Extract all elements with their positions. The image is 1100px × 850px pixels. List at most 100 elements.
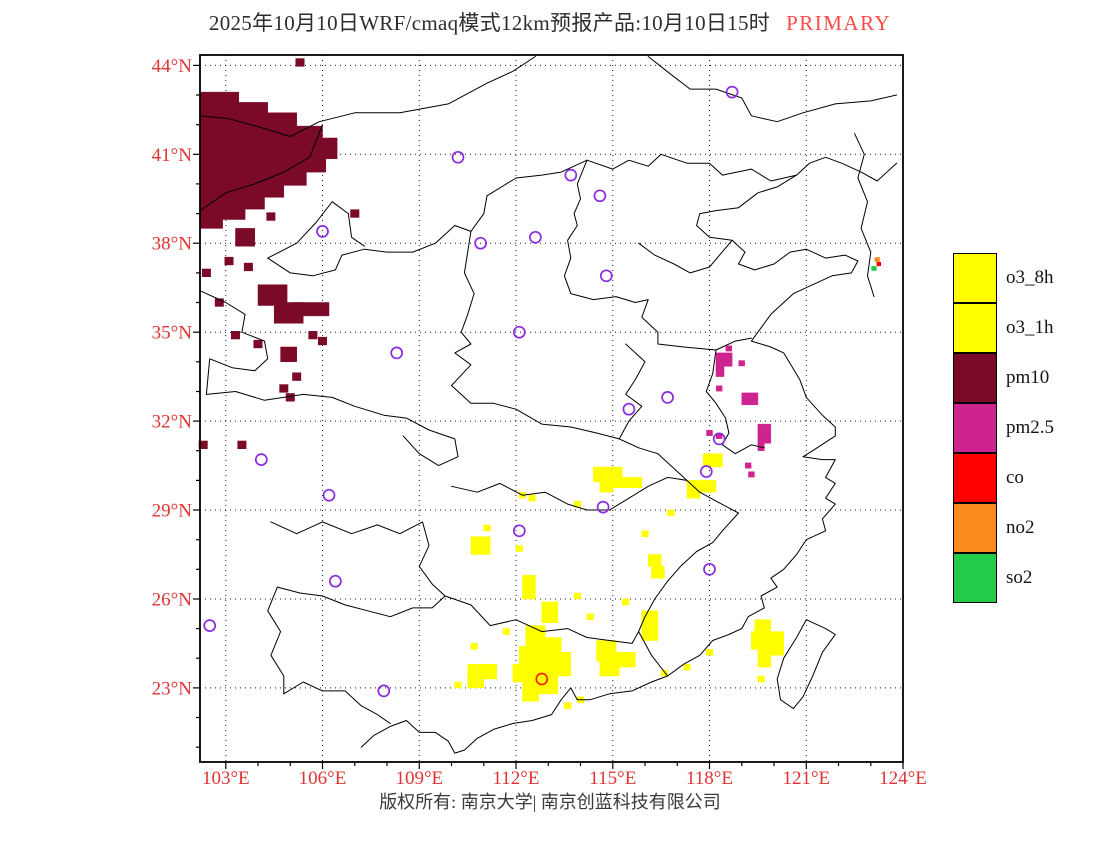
province-boundary — [638, 491, 739, 677]
lat-axis-label: 41°N — [152, 145, 193, 166]
station-marker — [564, 168, 578, 182]
station-marker — [596, 500, 610, 514]
overlay-region-o3 — [751, 619, 784, 668]
overlay-cell-o3 — [515, 545, 523, 552]
overlay-cell-o3 — [564, 702, 572, 709]
legend-label: so2 — [1006, 567, 1033, 588]
title-pollutant-tag: PRIMARY — [786, 11, 892, 35]
lon-axis-label: 106°E — [299, 768, 347, 789]
overlay-cell-o3 — [667, 509, 675, 517]
overlay-region-pm10 — [235, 228, 256, 247]
station-marker — [529, 230, 542, 244]
overlay-cell-pm2.5 — [716, 385, 723, 392]
overlay-cell-pm10 — [350, 209, 360, 218]
legend-item-o3_1h: o3_1h — [953, 303, 1054, 353]
overlay-cell-co — [876, 261, 882, 267]
province-boundary — [705, 349, 765, 455]
overlay-cell-pm10 — [237, 440, 247, 449]
legend-swatch-pm10 — [953, 353, 997, 403]
station-marker — [661, 391, 674, 404]
province-boundary — [586, 153, 798, 182]
overlay-cell-no2 — [874, 257, 880, 262]
overlay-cell-o3 — [528, 494, 536, 502]
overlay-cell-o3 — [683, 663, 691, 671]
province-boundary — [360, 156, 898, 754]
overlay-cell-pm10 — [201, 268, 211, 277]
overlay-region-o3 — [470, 536, 491, 555]
province-boundary — [638, 239, 733, 274]
station-marker — [329, 574, 342, 588]
station-marker — [703, 562, 716, 576]
station-marker — [254, 453, 268, 466]
overlay-cell-o3 — [573, 500, 581, 508]
overlay-region-o3 — [593, 466, 643, 493]
overlay-region-pm2.5 — [757, 423, 772, 451]
province-boundary — [854, 133, 875, 298]
overlay-cell-pm2.5 — [745, 462, 752, 469]
overlay-cell-so2 — [871, 266, 877, 271]
overlay-region-pm10 — [290, 302, 330, 317]
legend-label: pm10 — [1006, 367, 1050, 388]
legend-item-o3_8h: o3_8h — [953, 253, 1054, 303]
legend-item-no2: no2 — [953, 503, 1054, 553]
legend-swatch-o3_1h — [953, 303, 997, 353]
overlay-cell-o3 — [757, 675, 765, 683]
overlay-region-o3 — [512, 625, 572, 702]
station-marker — [725, 85, 739, 99]
province-boundary — [618, 343, 646, 440]
province-boundary — [270, 521, 446, 597]
station-marker — [699, 465, 713, 478]
overlay-cell-pm10 — [295, 58, 305, 67]
station-marker — [451, 150, 465, 164]
province-boundary — [199, 290, 269, 395]
legend-item-so2: so2 — [953, 553, 1054, 603]
page-title: 2025年10月10日WRF/cmaq模式12km预报产品:10月10日15时 P… — [0, 7, 1100, 37]
overlay-region-pm10 — [199, 91, 338, 229]
overlay-cell-pm10 — [318, 336, 327, 346]
province-boundary — [570, 293, 649, 303]
overlay-cell-pm10 — [253, 339, 263, 349]
overlay-cell-pm2.5 — [738, 360, 745, 367]
legend-label: co — [1006, 467, 1024, 488]
lon-axis-label: 118°E — [686, 768, 733, 789]
overlay-cell-o3 — [454, 681, 462, 689]
overlay-region-o3 — [522, 574, 536, 600]
province-boundary — [486, 159, 588, 197]
lon-axis-label: 112°E — [493, 768, 540, 789]
overlay-cell-pm10 — [292, 372, 302, 381]
station-marker — [377, 684, 391, 698]
overlay-cell-o3 — [660, 669, 668, 677]
station-marker — [316, 225, 329, 238]
overlay-region-o3 — [641, 610, 659, 641]
title-main: 2025年10月10日WRF/cmaq模式12km预报产品:10月10日15时 — [208, 11, 771, 35]
overlay-cell-pm2.5 — [725, 345, 732, 352]
lat-axis-label: 29°N — [152, 501, 193, 522]
legend-swatch-pm2.5 — [953, 403, 997, 453]
lon-axis-label: 109°E — [395, 768, 443, 789]
overlay-cell-o3 — [706, 649, 714, 656]
province-boundary — [460, 195, 488, 345]
station-marker — [512, 325, 526, 339]
overlay-region-o3 — [541, 601, 559, 623]
lat-axis-label: 23°N — [152, 678, 193, 699]
province-boundary — [641, 299, 752, 351]
overlay-cell-o3 — [622, 598, 630, 606]
legend-swatch-so2 — [953, 553, 997, 603]
province-boundary — [267, 201, 365, 259]
province-boundary — [451, 343, 701, 493]
lat-axis-label: 38°N — [152, 234, 193, 255]
province-boundary — [647, 56, 898, 123]
lon-axis-label: 121°E — [782, 768, 830, 789]
legend-item-pm2.5: pm2.5 — [953, 403, 1054, 453]
province-boundary — [776, 619, 836, 710]
overlay-region-pm2.5 — [715, 352, 733, 377]
lon-axis-label: 103°E — [202, 768, 250, 789]
lat-axis-label: 35°N — [152, 323, 193, 344]
overlay-cell-pm10 — [279, 384, 289, 393]
overlay-region-o3 — [686, 480, 717, 499]
province-boundary — [283, 681, 391, 724]
map-frame — [199, 54, 904, 763]
legend-swatch-o3_8h — [953, 253, 997, 303]
station-marker — [390, 346, 404, 360]
overlay-cell-pm10 — [214, 298, 224, 307]
